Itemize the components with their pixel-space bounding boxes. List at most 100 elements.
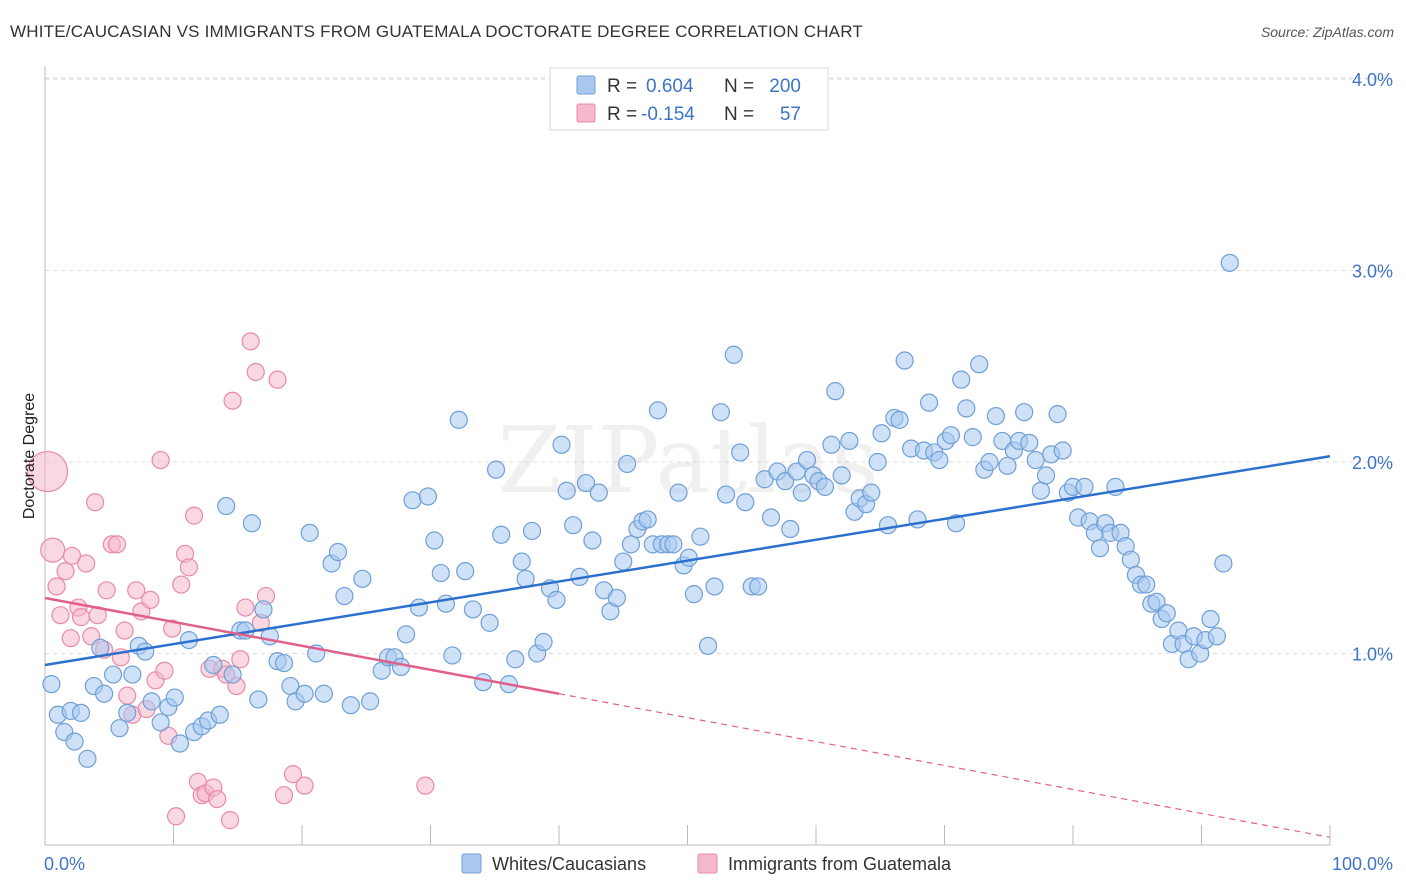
white-point-133 bbox=[878, 516, 898, 535]
white-point-52 bbox=[391, 657, 411, 677]
white-point-103 bbox=[698, 636, 718, 655]
guatemala-point-0 bbox=[26, 450, 69, 493]
white-point-145 bbox=[946, 514, 966, 533]
white-point-33 bbox=[254, 600, 273, 619]
white-point-164 bbox=[1053, 441, 1072, 460]
watermark: ZIPatlas bbox=[497, 407, 878, 514]
white-point-82 bbox=[583, 531, 602, 550]
white-point-53 bbox=[396, 625, 416, 644]
white-point-192 bbox=[1201, 609, 1220, 629]
legend: Whites/Caucasians Immigrants from Guatem… bbox=[461, 853, 952, 874]
white-point-6 bbox=[78, 749, 97, 768]
white-trend-line bbox=[44, 455, 1331, 667]
white-point-11 bbox=[110, 719, 129, 738]
white-point-87 bbox=[614, 552, 633, 571]
white-point-151 bbox=[980, 452, 999, 472]
guatemala-point-40 bbox=[208, 789, 227, 809]
legend-blue-swatch bbox=[461, 853, 482, 874]
stats-blue-swatch bbox=[576, 75, 596, 95]
stats-n-label-2: N = bbox=[724, 104, 754, 125]
white-point-109 bbox=[736, 493, 755, 512]
source-label: Source: ZipAtlas.com bbox=[1260, 24, 1394, 40]
legend-pink-swatch bbox=[697, 853, 718, 874]
white-point-147 bbox=[957, 399, 976, 418]
guatemala-point-8 bbox=[71, 608, 91, 627]
white-point-154 bbox=[998, 456, 1017, 475]
guatemala-point-55 bbox=[295, 776, 314, 795]
guatemala-point-5 bbox=[61, 629, 80, 648]
white-point-119 bbox=[797, 450, 817, 470]
white-point-74 bbox=[534, 632, 553, 652]
legend-label-whites: Whites/Caucasians bbox=[492, 854, 646, 874]
stats-r-value-1: 0.604 bbox=[646, 76, 694, 97]
white-point-130 bbox=[862, 483, 881, 502]
guatemala-point-11 bbox=[86, 493, 105, 512]
white-point-136 bbox=[895, 351, 914, 370]
white-point-0 bbox=[42, 675, 61, 694]
white-point-70 bbox=[512, 552, 531, 571]
guatemala-point-16 bbox=[107, 535, 127, 554]
white-point-9 bbox=[95, 684, 114, 703]
white-point-79 bbox=[564, 516, 583, 535]
guatemala-point-34 bbox=[184, 506, 204, 525]
white-point-83 bbox=[589, 483, 608, 502]
white-point-107 bbox=[724, 345, 743, 364]
x-tick-label-1: 100.0% bbox=[1332, 854, 1393, 874]
white-point-13 bbox=[123, 665, 142, 684]
white-point-19 bbox=[165, 688, 184, 707]
guatemala-point-44 bbox=[223, 391, 242, 410]
white-point-195 bbox=[1220, 253, 1239, 272]
white-point-194 bbox=[1214, 554, 1233, 573]
white-point-122 bbox=[815, 477, 835, 496]
white-point-28 bbox=[223, 665, 242, 684]
white-point-160 bbox=[1031, 481, 1050, 500]
guatemala-point-14 bbox=[97, 581, 116, 600]
white-point-66 bbox=[486, 460, 506, 479]
white-point-123 bbox=[822, 435, 841, 454]
guatemala-trend-line bbox=[44, 596, 560, 695]
white-point-92 bbox=[638, 510, 657, 529]
guatemala-trend-extension bbox=[558, 693, 1331, 838]
white-point-46 bbox=[341, 696, 360, 715]
white-point-86 bbox=[607, 588, 626, 608]
white-point-69 bbox=[506, 650, 525, 669]
guatemala-point-48 bbox=[241, 332, 260, 351]
white-point-97 bbox=[664, 535, 683, 554]
white-point-63 bbox=[463, 600, 483, 619]
white-point-163 bbox=[1048, 405, 1067, 424]
y-tick-label-2: 3.0% bbox=[1352, 262, 1393, 282]
tick-labels: 1.0% 2.0% 3.0% 4.0% 0.0% 100.0% bbox=[44, 70, 1393, 874]
white-point-116 bbox=[781, 519, 800, 539]
white-point-27 bbox=[217, 496, 236, 516]
guatemala-point-18 bbox=[115, 621, 134, 640]
white-point-55 bbox=[409, 598, 429, 617]
guatemala-point-30 bbox=[166, 807, 186, 826]
white-point-118 bbox=[792, 483, 811, 502]
white-point-146 bbox=[952, 370, 971, 389]
y-tick-label-1: 2.0% bbox=[1352, 453, 1393, 473]
white-point-44 bbox=[328, 542, 348, 562]
white-point-157 bbox=[1015, 403, 1034, 422]
guatemala-point-47 bbox=[236, 598, 255, 617]
stats-n-label-1: N = bbox=[724, 76, 754, 97]
white-point-4 bbox=[65, 732, 84, 751]
white-point-144 bbox=[941, 426, 961, 445]
white-point-39 bbox=[295, 684, 314, 703]
white-point-32 bbox=[249, 690, 268, 709]
stats-pink-swatch bbox=[576, 103, 596, 123]
white-point-102 bbox=[691, 527, 710, 546]
white-point-132 bbox=[872, 424, 891, 443]
white-point-124 bbox=[826, 382, 845, 401]
white-point-31 bbox=[242, 514, 261, 533]
white-point-182 bbox=[1147, 592, 1166, 611]
white-point-161 bbox=[1036, 466, 1056, 485]
white-point-15 bbox=[136, 642, 155, 661]
white-point-168 bbox=[1075, 477, 1094, 496]
white-point-78 bbox=[557, 481, 576, 500]
white-point-36 bbox=[274, 653, 294, 673]
guatemala-point-24 bbox=[141, 590, 160, 609]
white-point-5 bbox=[71, 703, 91, 722]
white-point-140 bbox=[919, 393, 939, 412]
guatemala-point-46 bbox=[231, 650, 250, 669]
guatemala-point-21 bbox=[127, 581, 146, 600]
